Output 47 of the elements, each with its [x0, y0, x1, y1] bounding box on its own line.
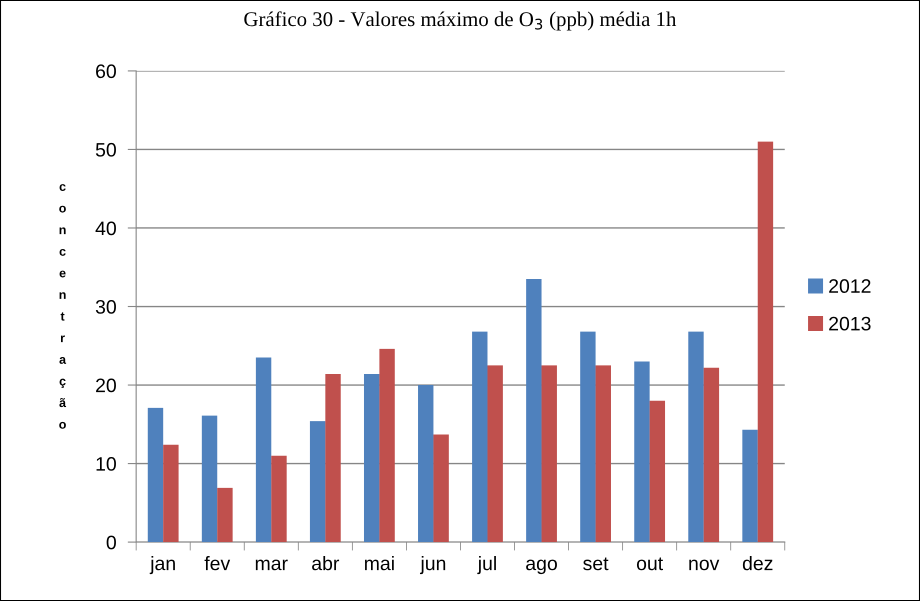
- x-tick-label: out: [636, 558, 664, 570]
- y-tick-label: 60: [96, 64, 116, 78]
- bar: [742, 430, 758, 542]
- bar: [217, 488, 233, 542]
- bar: [758, 142, 774, 542]
- bar: [163, 444, 179, 542]
- legend-label: 2012: [829, 279, 870, 293]
- y-tick-label: 50: [96, 142, 116, 157]
- bar: [310, 421, 326, 542]
- y-tick-label: 40: [96, 221, 116, 236]
- bar: [472, 332, 488, 542]
- bar: [580, 332, 596, 542]
- bar: [487, 365, 503, 542]
- bar: [650, 400, 666, 542]
- bar: [271, 456, 287, 542]
- bar: [148, 408, 164, 542]
- bar: [418, 385, 434, 542]
- bar: [325, 374, 341, 542]
- x-tick-label: set: [583, 558, 608, 570]
- legend-label: 2013: [829, 316, 871, 331]
- bar: [542, 365, 557, 542]
- y-tick-label: 0: [106, 536, 116, 550]
- y-tick-label: 30: [96, 300, 116, 314]
- bar: [379, 348, 395, 542]
- text: concentração: [59, 184, 66, 429]
- x-tick-label: mar: [256, 560, 288, 570]
- bar: [704, 368, 720, 542]
- x-tick-label: ago: [526, 560, 557, 574]
- bar: [364, 374, 380, 542]
- bar: [526, 279, 542, 542]
- x-tick-label: jun: [420, 556, 446, 574]
- x-tick-label: jul: [477, 556, 496, 574]
- bar: [688, 332, 704, 542]
- bar: [433, 434, 449, 542]
- y-tick-label: 20: [96, 378, 116, 392]
- chart-title: Gráfico 30 - Valores máximo de O$_{3}$ (ppb) média 1h: [244, 11, 676, 30]
- bar: [202, 416, 218, 542]
- x-tick-label: dez: [742, 556, 772, 570]
- bar: [256, 358, 272, 542]
- x-tick-label: mai: [365, 556, 394, 570]
- bar: [634, 361, 650, 542]
- x-tick-label: nov: [689, 560, 720, 570]
- x-tick-label: fev: [204, 556, 230, 570]
- x-tick-label: jan: [150, 556, 175, 574]
- y-tick-label: 10: [96, 457, 116, 471]
- x-tick-label: abr: [312, 556, 340, 570]
- bar: [596, 365, 611, 542]
